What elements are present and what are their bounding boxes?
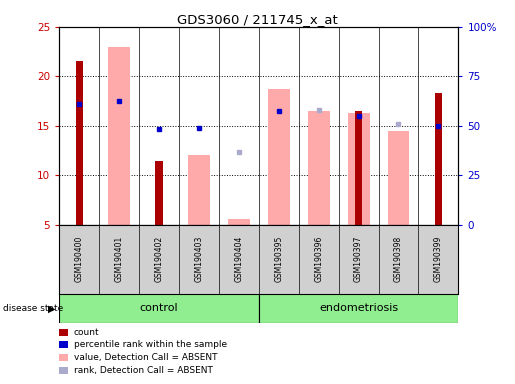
Bar xyxy=(188,156,210,225)
Text: value, Detection Call = ABSENT: value, Detection Call = ABSENT xyxy=(74,353,217,362)
Text: GSM190395: GSM190395 xyxy=(274,236,283,282)
Bar xyxy=(259,294,458,323)
Text: control: control xyxy=(140,303,178,313)
Bar xyxy=(387,131,409,225)
Text: GSM190401: GSM190401 xyxy=(115,236,124,282)
Bar xyxy=(268,89,290,225)
Text: disease state: disease state xyxy=(3,304,63,313)
Text: GSM190398: GSM190398 xyxy=(394,236,403,282)
Bar xyxy=(307,111,330,225)
Text: GSM190399: GSM190399 xyxy=(434,236,443,282)
Bar xyxy=(59,294,259,323)
Text: GSM190403: GSM190403 xyxy=(195,236,203,282)
Text: endometriosis: endometriosis xyxy=(319,303,398,313)
Text: GSM190400: GSM190400 xyxy=(75,236,83,282)
Bar xyxy=(76,61,83,225)
Text: percentile rank within the sample: percentile rank within the sample xyxy=(74,340,227,349)
Bar xyxy=(108,46,130,225)
Text: GSM190396: GSM190396 xyxy=(314,236,323,282)
Bar xyxy=(228,219,250,225)
Text: rank, Detection Call = ABSENT: rank, Detection Call = ABSENT xyxy=(74,366,213,375)
Text: GSM190404: GSM190404 xyxy=(234,236,243,282)
Text: GSM190402: GSM190402 xyxy=(154,236,163,282)
Text: count: count xyxy=(74,328,99,337)
Bar xyxy=(348,113,370,225)
Text: ▶: ▶ xyxy=(48,303,56,313)
Bar xyxy=(435,93,442,225)
Text: GSM190397: GSM190397 xyxy=(354,236,363,282)
Bar xyxy=(355,111,362,225)
Bar xyxy=(156,161,163,225)
Text: GDS3060 / 211745_x_at: GDS3060 / 211745_x_at xyxy=(177,13,338,26)
